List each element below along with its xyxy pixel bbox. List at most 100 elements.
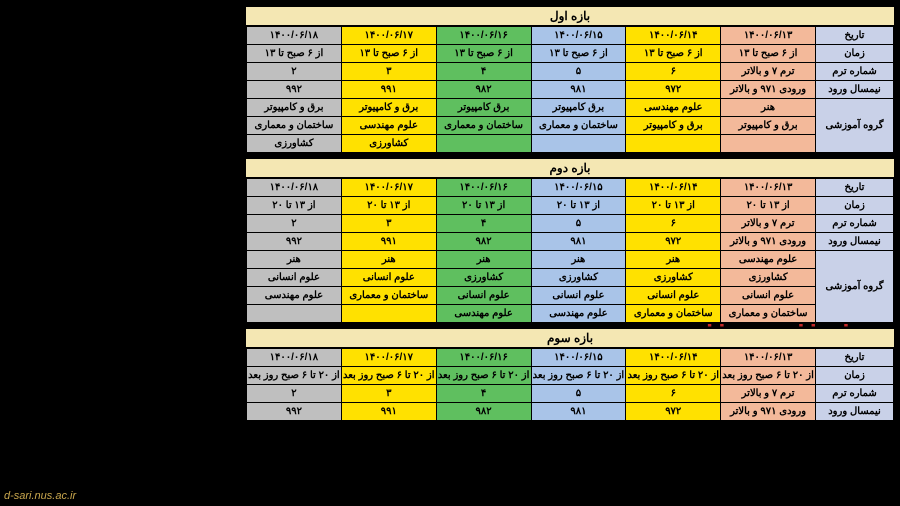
cell: ورودی ۹۷۱ و بالاتر — [721, 233, 816, 251]
row-label: نیمسال ورود — [816, 233, 894, 251]
row-label: شماره ترم — [816, 63, 894, 81]
cell: از ۶ صبح تا ۱۳ — [531, 45, 626, 63]
table-row: نیمسال ورودورودی ۹۷۱ و بالاتر۹۷۲۹۸۱۹۸۲۹۹… — [247, 403, 894, 421]
period-title: بازه اول — [246, 7, 894, 26]
table-row: کشاورزیکشاورزیکشاورزیکشاورزیعلوم انسانیع… — [247, 269, 894, 287]
cell: ۹۹۲ — [247, 233, 342, 251]
cell: علوم مهندسی — [247, 287, 342, 305]
cell: ۱۴۰۰/۰۶/۱۳ — [721, 27, 816, 45]
cell: ساختمان و معماری — [531, 117, 626, 135]
table-row: تاریخ۱۴۰۰/۰۶/۱۳۱۴۰۰/۰۶/۱۴۱۴۰۰/۰۶/۱۵۱۴۰۰/… — [247, 179, 894, 197]
schedule-table: تاریخ۱۴۰۰/۰۶/۱۳۱۴۰۰/۰۶/۱۴۱۴۰۰/۰۶/۱۵۱۴۰۰/… — [246, 348, 894, 421]
table-row: زمان از ۲۰ تا ۶ صبح روز بعد از ۲۰ تا ۶ صبح… — [247, 367, 894, 385]
cell: ۱۴۰۰/۰۶/۱۳ — [721, 349, 816, 367]
cell: ۹۹۲ — [247, 403, 342, 421]
cell: ۲ — [247, 385, 342, 403]
cell: ۶ — [626, 385, 721, 403]
table-row: زماناز ۶ صبح تا ۱۳از ۶ صبح تا ۱۳از ۶ صبح… — [247, 45, 894, 63]
tables-container: بازه اولتاریخ۱۴۰۰/۰۶/۱۳۱۴۰۰/۰۶/۱۴۱۴۰۰/۰۶… — [245, 6, 895, 426]
cell: علوم انسانی — [341, 269, 436, 287]
cell: علوم انسانی — [721, 287, 816, 305]
watermark: d-sari.nus.ac.ir — [4, 490, 76, 502]
table-row: نیمسال ورودورودی ۹۷۱ و بالاتر۹۷۲۹۸۱۹۸۲۹۹… — [247, 81, 894, 99]
table-row: نیمسال ورودورودی ۹۷۱ و بالاتر۹۷۲۹۸۱۹۸۲۹۹… — [247, 233, 894, 251]
cell — [531, 135, 626, 153]
row-label: زمان — [816, 45, 894, 63]
cell: هنر — [531, 251, 626, 269]
cell: برق کامپیوتر — [436, 99, 531, 117]
cell: از ۱۳ تا ۲۰ — [721, 197, 816, 215]
cell: ۹۹۱ — [341, 233, 436, 251]
cell: ۳ — [341, 63, 436, 81]
row-label: تاریخ — [816, 27, 894, 45]
cell: کشاورزی — [626, 269, 721, 287]
cell: ۹۷۲ — [626, 81, 721, 99]
cell: هنر — [247, 251, 342, 269]
cell: ۱۴۰۰/۰۶/۱۳ — [721, 179, 816, 197]
cell: ۳ — [341, 385, 436, 403]
table-row: شماره ترمترم ۷ و بالاتر۶۵۴۳۲ — [247, 215, 894, 233]
cell — [436, 135, 531, 153]
cell: ترم ۷ و بالاتر — [721, 385, 816, 403]
cell: علوم انسانی — [626, 287, 721, 305]
cell: برق و کامپیوتر — [721, 117, 816, 135]
cell: ۱۴۰۰/۰۶/۱۵ — [531, 27, 626, 45]
cell: از ۶ صبح تا ۱۳ — [247, 45, 342, 63]
cell: ورودی ۹۷۱ و بالاتر — [721, 81, 816, 99]
cell: ۹۸۲ — [436, 81, 531, 99]
period-block: بازه اولتاریخ۱۴۰۰/۰۶/۱۳۱۴۰۰/۰۶/۱۴۱۴۰۰/۰۶… — [245, 6, 895, 154]
cell: علوم مهندسی — [721, 251, 816, 269]
cell: از ۲۰ تا ۶ صبح روز بعد — [531, 367, 626, 385]
row-label: شماره ترم — [816, 385, 894, 403]
cell — [341, 305, 436, 323]
cell: ۹۸۲ — [436, 403, 531, 421]
cell: ۱۴۰۰/۰۶/۱۶ — [436, 349, 531, 367]
cell: ۶ — [626, 215, 721, 233]
cell: ۲ — [247, 215, 342, 233]
cell: از ۱۳ تا ۲۰ — [531, 197, 626, 215]
cell: از ۲۰ تا ۶ صبح روز بعد — [247, 367, 342, 385]
cell: کشاورزی — [247, 135, 342, 153]
table-row: علوم انسانیعلوم انسانیعلوم انسانیعلوم ان… — [247, 287, 894, 305]
period-block: بازه دومتاریخ۱۴۰۰/۰۶/۱۳۱۴۰۰/۰۶/۱۴۱۴۰۰/۰۶… — [245, 158, 895, 324]
cell: هنر — [626, 251, 721, 269]
cell: ۹۹۱ — [341, 81, 436, 99]
period-title: بازه دوم — [246, 159, 894, 178]
period-title: بازه سوم — [246, 329, 894, 348]
cell: برق و کامپیوتر — [626, 117, 721, 135]
cell: ۱۴۰۰/۰۶/۱۸ — [247, 349, 342, 367]
cell: ۵ — [531, 215, 626, 233]
row-label: شماره ترم — [816, 215, 894, 233]
cell: ۱۴۰۰/۰۶/۱۸ — [247, 27, 342, 45]
cell: کشاورزی — [531, 269, 626, 287]
cell: ۳ — [341, 215, 436, 233]
cell: از ۶ صبح تا ۱۳ — [341, 45, 436, 63]
table-row: گروه آموزشیهنرعلوم مهندسیبرق کامپیوتربرق… — [247, 99, 894, 117]
cell: ۹۸۲ — [436, 233, 531, 251]
cell: علوم انسانی — [436, 287, 531, 305]
row-label: نیمسال ورود — [816, 81, 894, 99]
cell: علوم مهندسی — [341, 117, 436, 135]
table-row: تاریخ۱۴۰۰/۰۶/۱۳۱۴۰۰/۰۶/۱۴۱۴۰۰/۰۶/۱۵۱۴۰۰/… — [247, 27, 894, 45]
cell — [247, 305, 342, 323]
cell: ساختمان و معماری — [721, 305, 816, 323]
cell: ۱۴۰۰/۰۶/۱۵ — [531, 179, 626, 197]
cell: برق و کامپیوتر — [247, 99, 342, 117]
cell: علوم انسانی — [247, 269, 342, 287]
cell: ساختمان و معماری — [626, 305, 721, 323]
table-row: کشاورزیکشاورزی — [247, 135, 894, 153]
cell: ۱۴۰۰/۰۶/۱۸ — [247, 179, 342, 197]
cell: علوم مهندسی — [436, 305, 531, 323]
row-label: نیمسال ورود — [816, 403, 894, 421]
cell: ۱۴۰۰/۰۶/۱۷ — [341, 27, 436, 45]
cell: علوم مهندسی — [626, 99, 721, 117]
table-row: تاریخ۱۴۰۰/۰۶/۱۳۱۴۰۰/۰۶/۱۴۱۴۰۰/۰۶/۱۵۱۴۰۰/… — [247, 349, 894, 367]
cell: ۹۹۲ — [247, 81, 342, 99]
cell: ۱۴۰۰/۰۶/۱۷ — [341, 349, 436, 367]
cell: هنر — [341, 251, 436, 269]
row-label: زمان — [816, 367, 894, 385]
cell: ۴ — [436, 215, 531, 233]
cell: از ۶ صبح تا ۱۳ — [626, 45, 721, 63]
cell: هنر — [721, 99, 816, 117]
cell: ۶ — [626, 63, 721, 81]
